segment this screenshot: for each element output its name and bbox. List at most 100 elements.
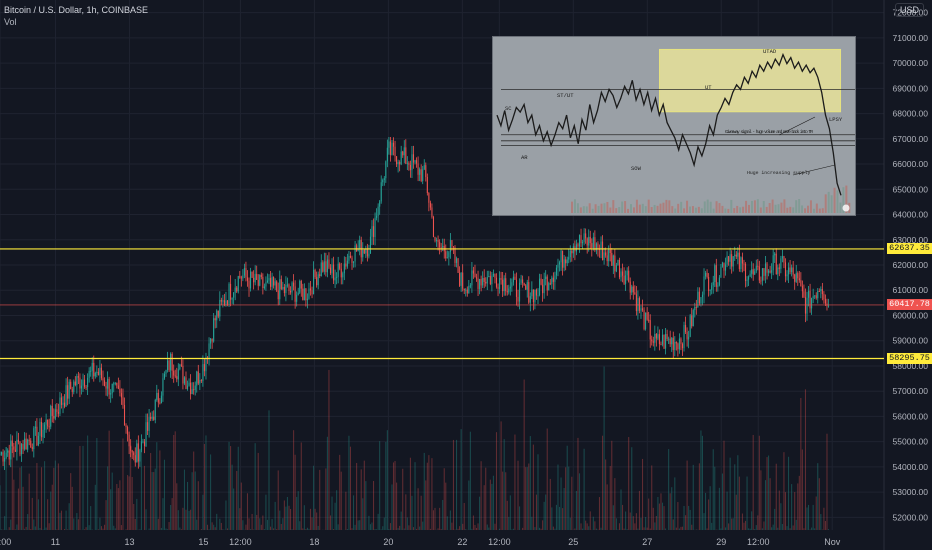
volume-bar xyxy=(692,464,694,530)
volume-bar xyxy=(182,507,184,530)
volume-bar xyxy=(534,527,536,530)
candle-body xyxy=(191,389,193,395)
volume-bar xyxy=(77,519,79,530)
volume-bar xyxy=(532,444,534,530)
candle-body xyxy=(483,278,485,282)
volume-bar xyxy=(385,441,387,530)
volume-bar xyxy=(191,472,193,530)
candle-body xyxy=(286,284,288,286)
volume-bar xyxy=(254,443,256,530)
volume-bar xyxy=(744,520,747,530)
candle-body xyxy=(363,249,365,254)
volume-bar xyxy=(611,440,613,530)
candle-body xyxy=(84,379,86,387)
volume-bar xyxy=(309,508,312,530)
candle-body xyxy=(293,282,295,287)
volume-bar xyxy=(623,528,625,530)
volume-bar xyxy=(431,458,433,530)
volume-bar xyxy=(718,487,720,530)
volume-bar xyxy=(396,482,398,530)
candle-body xyxy=(205,357,207,372)
candle-body xyxy=(568,257,570,260)
volume-bar xyxy=(417,488,419,530)
candle-body xyxy=(190,382,192,395)
inset-volume-bar xyxy=(824,194,827,213)
volume-bar xyxy=(37,499,39,530)
candle-body xyxy=(634,292,636,295)
volume-bar xyxy=(4,516,6,530)
inset-highlight-zone xyxy=(659,48,842,113)
volume-bar xyxy=(183,469,185,530)
inset-annotation: SOW xyxy=(631,165,642,172)
volume-bar xyxy=(27,514,29,530)
candle-body xyxy=(277,290,279,300)
inset-volume-bar xyxy=(706,199,709,213)
volume-bar xyxy=(678,528,680,530)
candle-body xyxy=(803,291,805,298)
candle-body xyxy=(509,286,511,289)
inset-volume-bar xyxy=(594,204,597,213)
candle-body xyxy=(288,284,290,291)
candle-body xyxy=(489,276,491,285)
volume-bar xyxy=(560,477,562,530)
candle-body xyxy=(632,286,634,293)
volume-bar xyxy=(277,470,279,530)
volume-bar xyxy=(566,445,568,530)
candle-body xyxy=(689,315,691,337)
volume-bar xyxy=(517,460,519,530)
candle-body xyxy=(30,440,32,447)
candle-body xyxy=(369,236,371,254)
candle-body xyxy=(468,285,470,294)
volume-bar xyxy=(231,464,233,530)
volume-bar xyxy=(225,500,227,530)
volume-bar xyxy=(399,525,401,530)
volume-bar xyxy=(609,466,611,530)
volume-bar xyxy=(130,445,132,530)
candle-body xyxy=(508,288,510,293)
volume-bar xyxy=(5,447,7,530)
volume-bar xyxy=(443,468,445,530)
volume-bar xyxy=(568,466,570,530)
volume-bar xyxy=(19,467,21,530)
candle-body xyxy=(821,288,823,295)
volume-bar xyxy=(339,454,341,530)
volume-bar xyxy=(379,441,381,530)
candle-body xyxy=(285,285,287,294)
candle-body xyxy=(211,338,213,342)
candle-body xyxy=(128,434,130,447)
candle-body xyxy=(34,426,36,429)
volume-bar xyxy=(577,437,579,530)
candle-body xyxy=(622,271,624,276)
volume-bar xyxy=(416,528,418,530)
candle-body xyxy=(196,371,198,386)
volume-bar xyxy=(171,498,173,530)
currency-badge[interactable]: USD xyxy=(894,3,924,17)
candle-body xyxy=(495,277,498,287)
candle-body xyxy=(320,262,322,277)
volume-bar xyxy=(820,514,822,530)
candle-body xyxy=(651,339,653,342)
candle-body xyxy=(600,241,602,250)
volume-bar xyxy=(260,524,262,530)
candle-body xyxy=(294,286,296,302)
candle-body xyxy=(391,142,393,155)
candle-body xyxy=(2,452,4,462)
candle-body xyxy=(569,250,571,258)
volume-bar xyxy=(434,507,436,530)
candle-body xyxy=(157,392,159,403)
inset-annotation: Giveaway signal - huge volume and move b… xyxy=(725,129,813,135)
candle-body xyxy=(488,276,490,278)
volume-bar xyxy=(279,510,281,530)
symbol-legend: Bitcoin / U.S. Dollar, 1h, COINBASE Vol xyxy=(4,4,148,28)
volume-bar xyxy=(665,528,667,530)
volume-bar xyxy=(311,517,313,530)
volume-bar xyxy=(657,496,659,530)
inset-volume-bar xyxy=(689,206,691,213)
volume-bar xyxy=(22,486,24,530)
candle-body xyxy=(426,176,428,193)
candle-body xyxy=(60,397,63,405)
candle-body xyxy=(586,238,588,246)
candle-body xyxy=(236,287,238,292)
candle-body xyxy=(628,270,630,282)
